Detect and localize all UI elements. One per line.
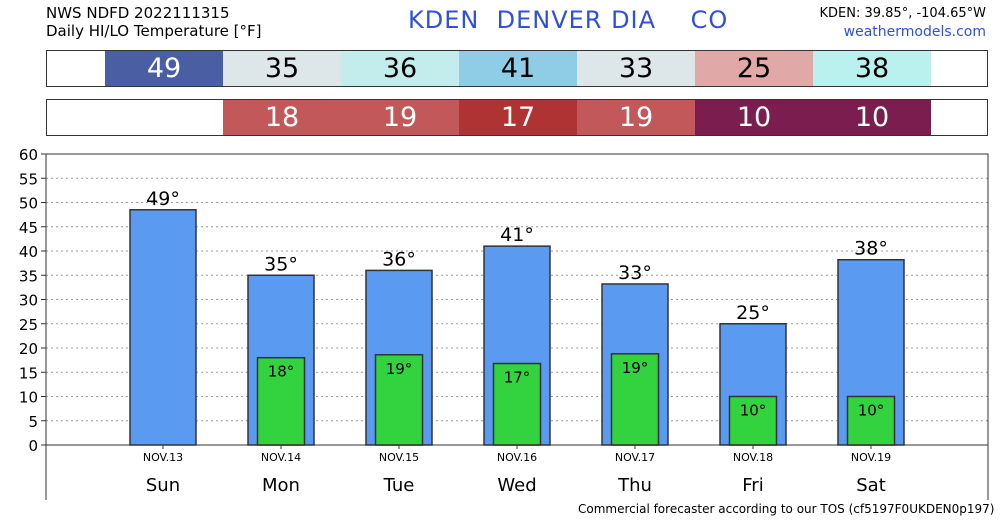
low-temperature-strip: 18 19 17 19 10 10 [46,99,988,136]
low-temp-bar [492,362,542,446]
high-temp-bar [129,209,197,446]
high-temp-label: 49° [146,188,180,210]
high-temp-cell: 25 [695,51,813,86]
low-temp-label: 18° [268,363,295,381]
low-temp-label: 10° [858,402,885,420]
date-label: NOV.13 [143,451,183,464]
site-link[interactable]: weathermodels.com [843,24,986,40]
y-tick-label: 25 [19,316,38,334]
y-tick-label: 0 [28,437,38,455]
high-temp-label: 35° [264,253,298,275]
y-tick-label: 40 [19,243,38,261]
date-label: NOV.15 [379,451,419,464]
y-tick-label: 35 [19,267,38,285]
low-temp-cell: 19 [577,100,695,135]
date-label: NOV.18 [733,451,773,464]
y-tick-label: 15 [19,364,38,382]
low-temp-bar [256,356,306,446]
low-temp-cell: 10 [813,100,931,135]
high-temp-label: 36° [382,248,416,270]
y-tick-label: 60 [19,146,38,164]
day-label: Thu [617,475,652,496]
day-label: Wed [497,475,536,496]
station-coordinates: KDEN: 39.85°, -104.65°W [819,6,987,21]
high-temp-label: 38° [854,238,888,260]
low-temp-bar [846,395,896,446]
high-temp-cell: 41 [459,51,577,86]
low-temp-cell: 17 [459,100,577,135]
low-temp-cell: 19 [341,100,459,135]
low-temp-label: 19° [386,360,413,378]
day-label: Tue [383,475,415,496]
y-tick-label: 50 [19,195,38,213]
high-temp-cell: 38 [813,51,931,86]
chart-header-right: KDEN: 39.85°, -104.65°W weathermodels.co… [820,4,987,42]
footer-note: Commercial forecaster according to our T… [578,502,995,516]
high-temp-cell: 36 [341,51,459,86]
low-temp-cell: 10 [695,100,813,135]
low-temp-label: 19° [622,359,649,377]
high-temp-cell: 49 [105,51,223,86]
y-tick-label: 45 [19,219,38,237]
low-temp-label: 17° [504,369,531,387]
low-temp-cell: 18 [223,100,341,135]
day-label: Mon [262,475,300,496]
model-run-label: NWS NDFD 2022111315 [46,4,230,22]
date-label: NOV.14 [261,451,301,464]
y-tick-label: 55 [19,170,38,188]
high-temp-label: 33° [618,262,652,284]
y-tick-label: 20 [19,340,38,358]
day-label: Sun [146,475,180,496]
high-temp-cell: 35 [223,51,341,86]
high-temp-label: 41° [500,224,534,246]
date-label: NOV.16 [497,451,537,464]
y-tick-label: 5 [28,413,38,431]
day-label: Fri [742,475,763,496]
high-temp-label: 25° [736,302,770,324]
chart-header-left: NWS NDFD 2022111315 Daily HI/LO Temperat… [46,4,262,40]
low-temp-label: 10° [740,402,767,420]
y-tick-label: 10 [19,389,38,407]
chart-title: Daily HI/LO Temperature [°F] [46,22,262,40]
day-label: Sat [856,475,886,496]
station-title: KDEN DENVER DIA CO [408,6,729,34]
high-temp-cell: 33 [577,51,695,86]
y-tick-label: 30 [19,292,38,310]
date-label: NOV.17 [615,451,655,464]
low-temp-bar [374,354,424,446]
date-label: NOV.19 [851,451,891,464]
high-temperature-strip: 49 35 36 41 33 25 38 [46,50,988,87]
low-temp-bar [728,395,778,446]
